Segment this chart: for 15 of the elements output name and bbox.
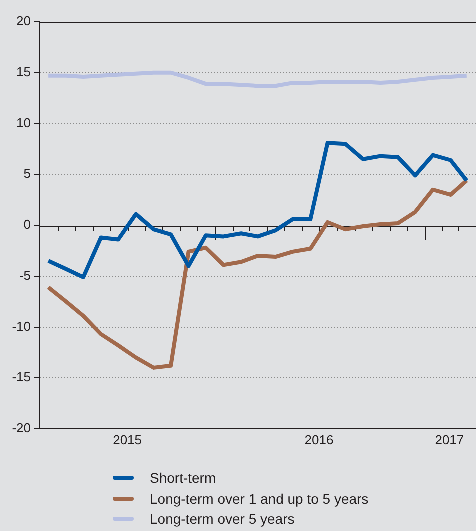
- legend-label: Long-term over 1 and up to 5 years: [150, 490, 369, 507]
- y-tick-label: -15: [12, 370, 31, 385]
- y-tick-label: 15: [16, 64, 31, 80]
- y-tick-label: 20: [16, 14, 31, 29]
- x-tick-label: 2015: [113, 432, 142, 448]
- legend-label: Long-term over 5 years: [150, 511, 295, 528]
- y-tick-label: 5: [24, 166, 31, 182]
- y-tick-label: 0: [24, 217, 31, 232]
- legend-label: Short-term: [150, 470, 216, 486]
- y-tick-label: -10: [12, 318, 31, 334]
- y-tick-label: -20: [12, 420, 31, 436]
- y-tick-label: -5: [19, 268, 31, 283]
- y-tick-label: 10: [16, 115, 31, 130]
- x-tick-label: 2017: [435, 432, 464, 448]
- x-tick-label: 2016: [304, 432, 334, 448]
